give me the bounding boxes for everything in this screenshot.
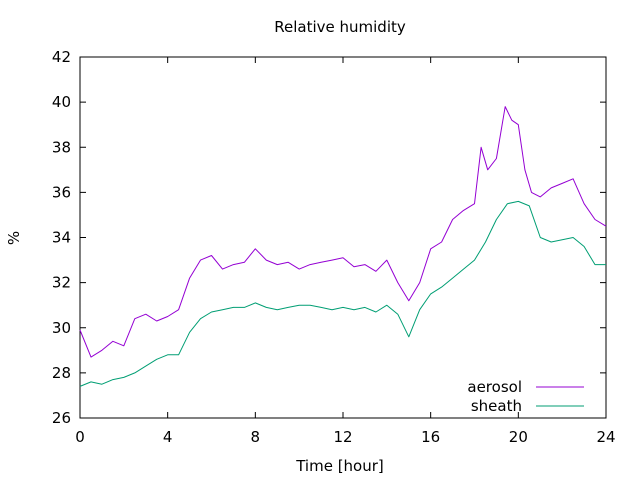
x-tick-label: 12: [333, 428, 352, 446]
y-tick-label: 36: [52, 183, 71, 201]
x-tick-label: 0: [75, 428, 85, 446]
y-tick-label: 38: [52, 138, 71, 156]
x-tick-label: 20: [509, 428, 528, 446]
x-tick-label: 24: [596, 428, 615, 446]
series-group: [79, 106, 607, 387]
plot-frame: [79, 56, 607, 419]
x-tick-label: 8: [251, 428, 261, 446]
x-axis: 0 4 8 12 16 20 24: [75, 57, 616, 446]
legend-label-sheath: sheath: [471, 397, 522, 415]
y-tick-label: 42: [52, 48, 71, 66]
y-axis: 26 28 30 32 34 36 38 40 42: [52, 48, 606, 427]
y-tick-label: 26: [52, 409, 71, 427]
legend-label-aerosol: aerosol: [467, 378, 522, 396]
y-tick-label: 28: [52, 364, 71, 382]
y-tick-label: 30: [52, 319, 71, 337]
y-tick-label: 34: [52, 229, 71, 247]
y-tick-label: 40: [52, 93, 71, 111]
chart-title: Relative humidity: [274, 18, 406, 36]
x-tick-label: 16: [421, 428, 440, 446]
series-line-aerosol: [79, 106, 607, 358]
x-tick-label: 4: [163, 428, 173, 446]
y-axis-label: %: [5, 231, 23, 245]
series-line-sheath: [79, 200, 606, 387]
y-tick-label: 32: [52, 274, 71, 292]
x-axis-label: Time [hour]: [295, 457, 384, 475]
